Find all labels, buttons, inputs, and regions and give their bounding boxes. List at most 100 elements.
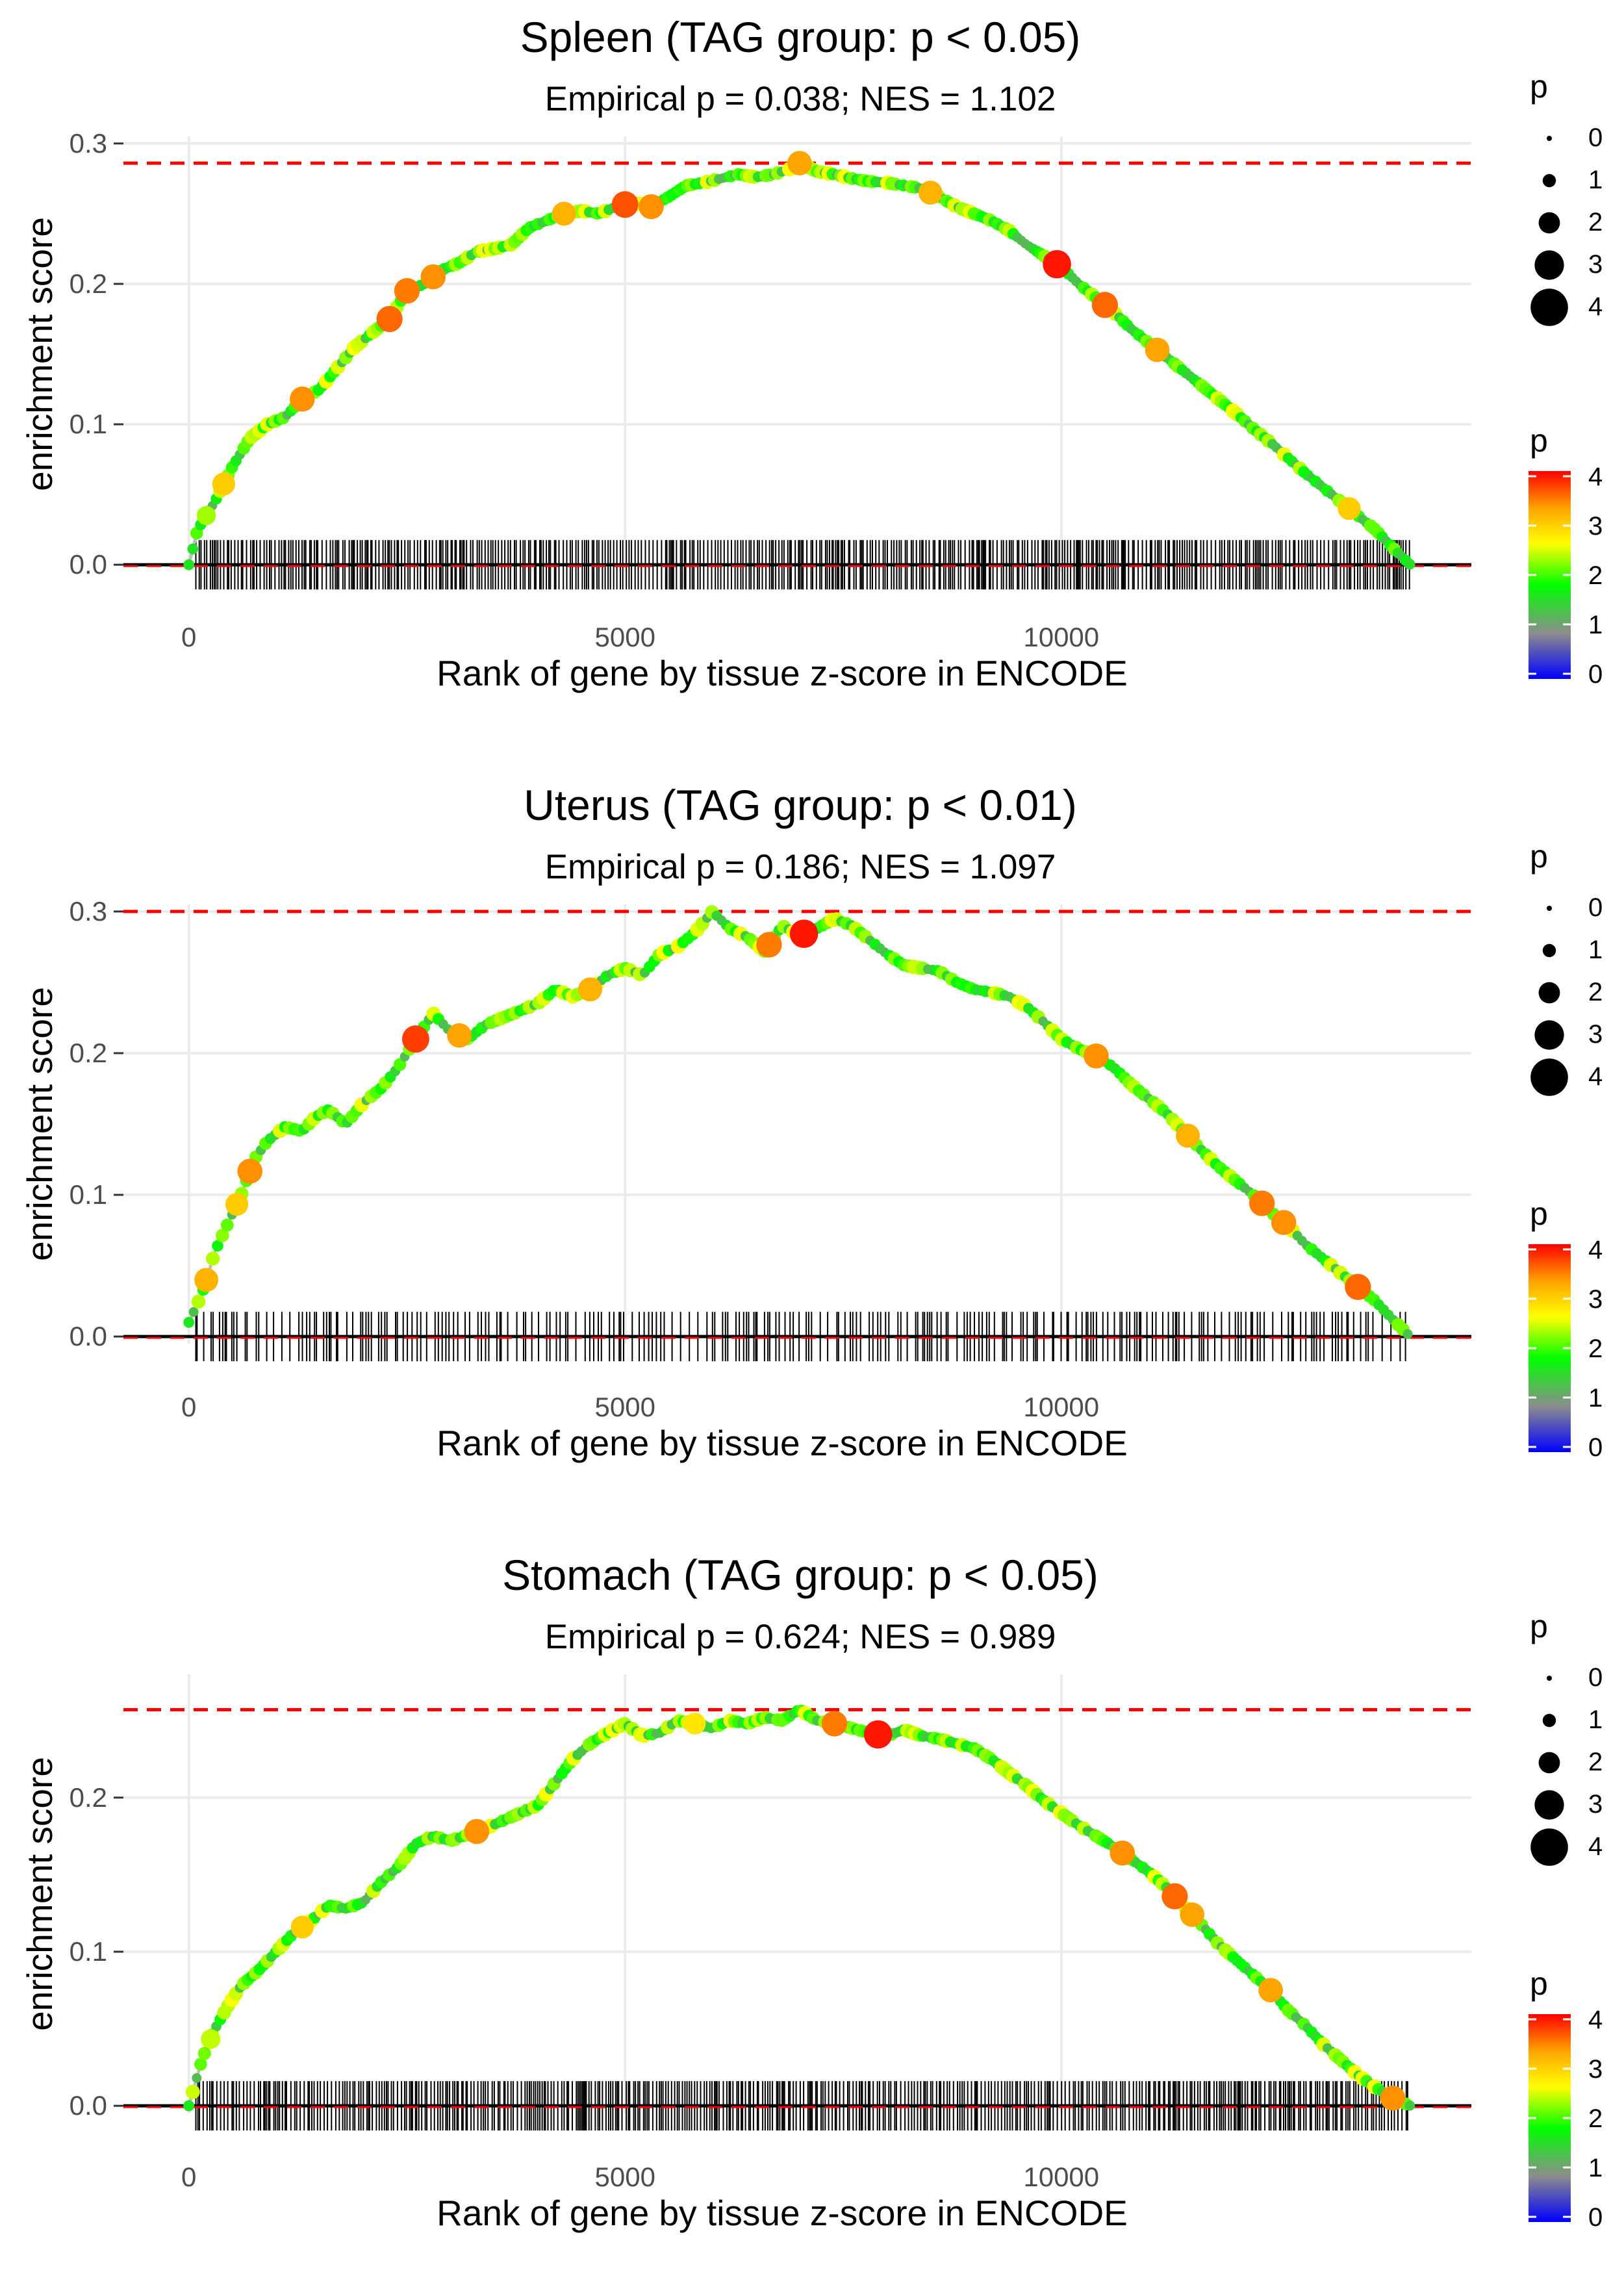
- axis-ticks: 0 5000 10000 0.0 0.1 0.2 0.3: [70, 896, 1100, 1422]
- highlight-point: [1043, 249, 1071, 279]
- chart-subtitle: Empirical p = 0.624; NES = 0.989: [545, 1618, 1056, 1656]
- enrichment-point: [191, 1294, 206, 1309]
- highlight-point: [196, 505, 216, 526]
- enrichment-point: [185, 2084, 200, 2099]
- color-legend: p 0 1 2 3 4: [1529, 1965, 1603, 2232]
- highlight-point: [756, 932, 782, 958]
- y-axis-label: enrichment score: [19, 1757, 60, 2031]
- enrichment-curve: [187, 161, 1412, 567]
- size-legend-title: p: [1530, 838, 1548, 875]
- highlight-point: [787, 151, 812, 175]
- highlight-point: [1161, 1883, 1188, 1910]
- size-legend-label: 0: [1588, 1663, 1603, 1692]
- color-legend-label: 2: [1588, 2104, 1603, 2133]
- color-legend: p 0 1 2 3 4: [1529, 1195, 1603, 1462]
- color-legend: p 0 1 2 3 4: [1529, 422, 1603, 689]
- size-legend-dot: [1538, 1752, 1560, 1774]
- highlight-point: [552, 201, 576, 226]
- axis-ticks: 0 5000 10000 0.0 0.1 0.2: [70, 1782, 1100, 2192]
- chart-subtitle: Empirical p = 0.186; NES = 1.097: [545, 848, 1056, 886]
- chart-panel-3: Stomach (TAG group: p < 0.05) Empirical p…: [19, 1551, 1603, 2233]
- x-tick-label: 10000: [1023, 622, 1099, 652]
- x-tick-label: 5000: [595, 2162, 655, 2192]
- enrichment-points: [183, 905, 1413, 1339]
- color-legend-label: 2: [1588, 1335, 1603, 1363]
- x-tick-label: 5000: [595, 1392, 655, 1422]
- size-legend-label: 4: [1588, 1832, 1603, 1861]
- size-legend-dot: [1530, 1058, 1568, 1096]
- highlight-point: [1180, 1902, 1205, 1927]
- size-legend-dot: [1542, 943, 1556, 958]
- size-legend-label: 1: [1588, 1706, 1603, 1734]
- y-tick-label: 0.1: [70, 409, 107, 439]
- size-legend-label: 2: [1588, 1748, 1603, 1776]
- size-legend-label: 4: [1588, 292, 1603, 321]
- highlight-point: [1345, 1273, 1371, 1300]
- enrichment-point: [216, 1229, 229, 1242]
- x-axis-label: Rank of gene by tissue z-score in ENCODE: [437, 2193, 1128, 2233]
- enrichment-point: [183, 2100, 195, 2112]
- enrichment-point: [1402, 1329, 1413, 1339]
- y-tick-label: 0.2: [70, 1782, 107, 1813]
- axis-ticks: 0 5000 10000 0.0 0.1 0.2 0.3: [70, 128, 1100, 652]
- color-legend-label: 3: [1588, 1285, 1603, 1314]
- gridlines: [123, 904, 1471, 1344]
- color-legend-title: p: [1530, 1965, 1548, 2002]
- highlight-point: [394, 278, 420, 304]
- enrichment-point: [192, 2073, 202, 2083]
- enrichment-point: [194, 2058, 207, 2071]
- highlight-point: [376, 305, 403, 333]
- highlight-point: [237, 1158, 262, 1184]
- size-legend: p 0 1 2 3 4: [1530, 68, 1603, 326]
- y-tick-label: 0.3: [70, 896, 107, 926]
- color-legend-label: 2: [1588, 561, 1603, 590]
- highlight-point: [1258, 1978, 1283, 2003]
- enrichment-point: [205, 1251, 220, 1266]
- enrichment-point: [1404, 2100, 1415, 2111]
- highlight-point: [401, 1025, 429, 1053]
- highlight-point: [420, 264, 446, 290]
- size-legend-label: 2: [1588, 208, 1603, 236]
- highlight-point: [789, 919, 818, 948]
- y-tick-label: 0.1: [70, 1179, 107, 1210]
- size-legend-dot: [1542, 173, 1556, 188]
- highlight-point: [447, 1023, 472, 1048]
- size-legend-label: 1: [1588, 936, 1603, 964]
- highlight-point: [464, 1819, 490, 1845]
- enrichment-point: [220, 1218, 234, 1232]
- highlight-point: [194, 1268, 219, 1292]
- size-legend-label: 3: [1588, 1790, 1603, 1819]
- color-legend-label: 1: [1588, 611, 1603, 639]
- enrichment-points: [183, 151, 1415, 570]
- x-axis-label: Rank of gene by tissue z-score in ENCODE: [437, 1423, 1128, 1463]
- y-tick-label: 0.0: [70, 2090, 107, 2121]
- highlight-point: [611, 191, 639, 218]
- y-tick-label: 0.0: [70, 1321, 107, 1351]
- highlight-point: [1091, 292, 1119, 318]
- size-legend-dot: [1538, 212, 1560, 234]
- size-legend-dot: [1547, 136, 1552, 141]
- highlight-point: [1084, 1043, 1109, 1069]
- size-legend-dot: [1530, 288, 1568, 326]
- highlight-point: [290, 386, 315, 412]
- size-legend-label: 0: [1588, 893, 1603, 922]
- size-legend-dot: [1542, 1713, 1556, 1728]
- chart-panel-2: Uterus (TAG group: p < 0.01) Empirical p …: [19, 781, 1603, 1463]
- size-legend-label: 4: [1588, 1062, 1603, 1091]
- size-legend-label: 3: [1588, 1020, 1603, 1049]
- x-tick-label: 5000: [595, 622, 655, 652]
- y-tick-label: 0.2: [70, 268, 107, 299]
- highlight-point: [1271, 1210, 1297, 1235]
- color-legend-label: 0: [1588, 2203, 1603, 2232]
- y-tick-label: 0.1: [70, 1936, 107, 1967]
- chart-subtitle: Empirical p = 0.038; NES = 1.102: [545, 80, 1056, 118]
- color-legend-label: 4: [1588, 1236, 1603, 1264]
- size-legend-label: 3: [1588, 250, 1603, 279]
- size-legend: p 0 1 2 3 4: [1530, 1608, 1603, 1866]
- highlight-point: [1338, 497, 1361, 520]
- enrichment-point: [1404, 559, 1415, 570]
- color-legend-title: p: [1530, 422, 1548, 459]
- highlight-point: [212, 472, 235, 496]
- y-axis-label: enrichment score: [19, 987, 60, 1261]
